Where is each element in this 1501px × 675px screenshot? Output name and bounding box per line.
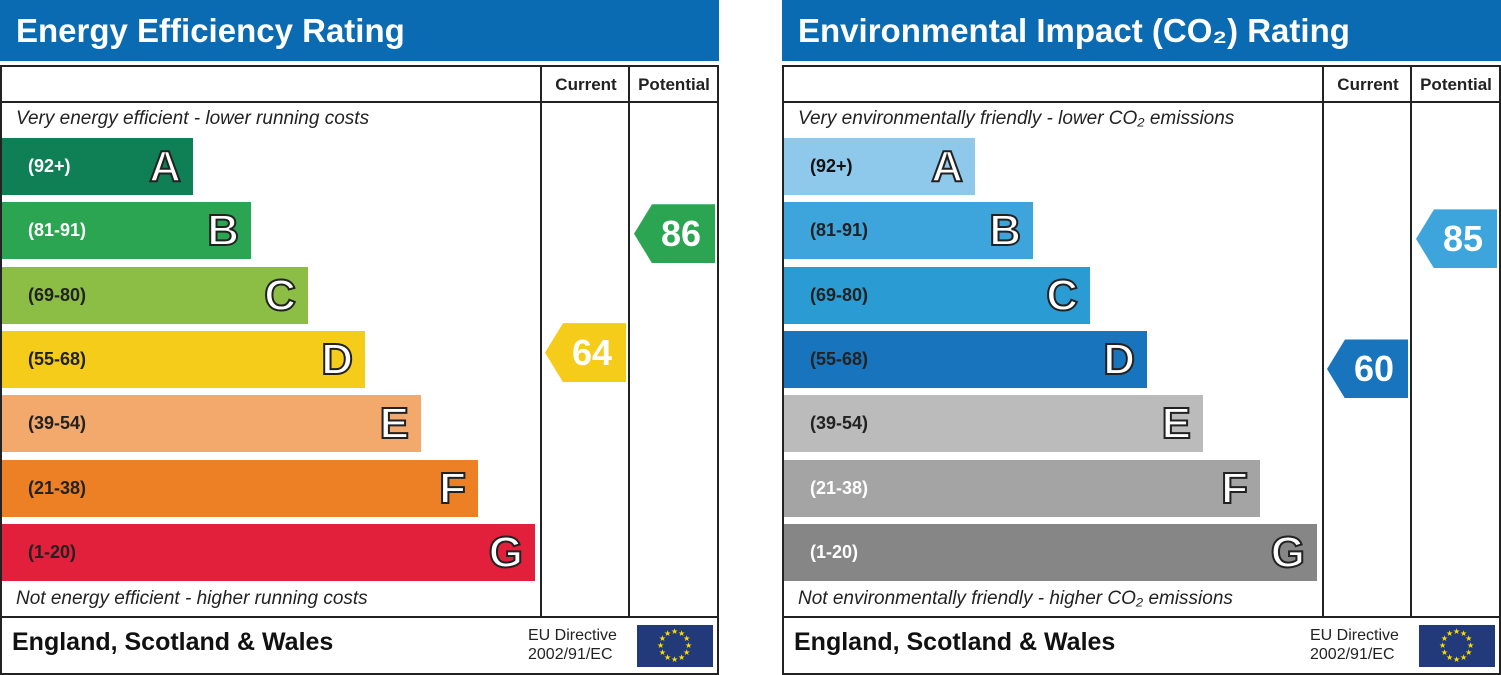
band-range: (55-68)	[810, 348, 869, 369]
band-letter: G	[1270, 527, 1306, 578]
band-range: (55-68)	[28, 348, 87, 369]
column-divider	[540, 65, 542, 618]
column-header: Potential	[1420, 75, 1492, 94]
bottom-note: Not environmentally friendly - higher CO…	[798, 588, 1233, 609]
rating-panel: Energy Efficiency Rating Current Potential…	[0, 0, 719, 675]
band-range: (39-54)	[28, 413, 87, 434]
eu-flag-icon: ★ ★ ★ ★ ★ ★ ★ ★ ★ ★ ★ ★	[637, 625, 713, 667]
row-divider	[0, 101, 719, 103]
band-range: (69-80)	[28, 284, 87, 305]
potential-rating-arrow: 86	[634, 204, 715, 264]
band-letter: A	[930, 141, 964, 192]
band-range: (69-80)	[810, 284, 869, 305]
band-bar-e: (39-54) E	[784, 395, 1203, 453]
column-header: Potential	[638, 75, 710, 94]
current-rating-arrow: 64	[545, 323, 626, 383]
band-bar-a: (92+) A	[784, 138, 975, 195]
band-bar-d: (55-68) D	[2, 330, 365, 388]
band-letter: B	[206, 205, 240, 256]
band-bar-b: (81-91) B	[784, 202, 1033, 260]
band-letter: A	[148, 141, 182, 192]
directive-line: EU Directive	[1310, 627, 1399, 644]
band-bar-a: (92+) A	[2, 138, 193, 195]
column-header: Current	[555, 75, 617, 94]
region-label: England, Scotland & Wales	[794, 628, 1116, 656]
band-bar-f: (21-38) F	[784, 459, 1260, 517]
band-letter: D	[320, 334, 354, 385]
eu-flag-icon: ★ ★ ★ ★ ★ ★ ★ ★ ★ ★ ★ ★	[1419, 625, 1495, 667]
chart-title: Energy Efficiency Rating	[0, 0, 719, 61]
chart-frame	[0, 65, 719, 675]
eu-directive: EU Directive 2002/91/EC	[528, 626, 617, 664]
potential-rating-arrow: 85	[1416, 209, 1497, 269]
band-letter: D	[1102, 334, 1136, 385]
band-letter: B	[988, 205, 1022, 256]
band-bar-f: (21-38) F	[2, 459, 478, 517]
chart-frame	[782, 65, 1501, 675]
band-range: (21-38)	[810, 477, 869, 498]
bottom-note: Not energy efficient - higher running co…	[16, 588, 368, 609]
band-letter: G	[488, 527, 524, 578]
column-header: Current	[1337, 75, 1399, 94]
band-range: (39-54)	[810, 413, 869, 434]
region-label: England, Scotland & Wales	[12, 628, 334, 656]
row-divider	[0, 616, 719, 618]
band-range: (1-20)	[810, 541, 859, 562]
top-note: Very energy efficient - lower running co…	[16, 108, 370, 129]
column-divider	[1322, 65, 1324, 618]
band-bar-g: (1-20) G	[2, 523, 535, 581]
band-range: (92+)	[28, 156, 71, 176]
band-bar-g: (1-20) G	[784, 523, 1317, 581]
top-note: Very environmentally friendly - lower CO…	[798, 108, 1235, 129]
band-letter: C	[263, 270, 297, 321]
band-range: (81-91)	[28, 220, 87, 241]
column-divider	[628, 65, 630, 618]
eu-directive: EU Directive 2002/91/EC	[1310, 626, 1399, 664]
band-range: (92+)	[810, 156, 853, 176]
current-rating-arrow: 60	[1327, 339, 1408, 399]
chart-title: Environmental Impact (CO₂) Rating	[782, 0, 1501, 61]
directive-line: EU Directive	[528, 627, 617, 644]
band-letter: F	[438, 463, 467, 514]
rating-panel: Environmental Impact (CO₂) Rating Current…	[782, 0, 1501, 675]
band-bar-c: (69-80) C	[784, 266, 1090, 324]
directive-line: 2002/91/EC	[528, 646, 613, 663]
band-letter: E	[379, 398, 410, 449]
band-letter: F	[1220, 463, 1249, 514]
band-bar-e: (39-54) E	[2, 395, 421, 453]
band-letter: C	[1045, 270, 1079, 321]
band-range: (81-91)	[810, 220, 869, 241]
band-letter: E	[1161, 398, 1192, 449]
band-bar-b: (81-91) B	[2, 202, 251, 260]
band-range: (1-20)	[28, 541, 77, 562]
row-divider	[782, 616, 1501, 618]
directive-line: 2002/91/EC	[1310, 646, 1395, 663]
column-divider	[1410, 65, 1412, 618]
row-divider	[782, 101, 1501, 103]
band-bar-d: (55-68) D	[784, 330, 1147, 388]
band-range: (21-38)	[28, 477, 87, 498]
band-bar-c: (69-80) C	[2, 266, 308, 324]
